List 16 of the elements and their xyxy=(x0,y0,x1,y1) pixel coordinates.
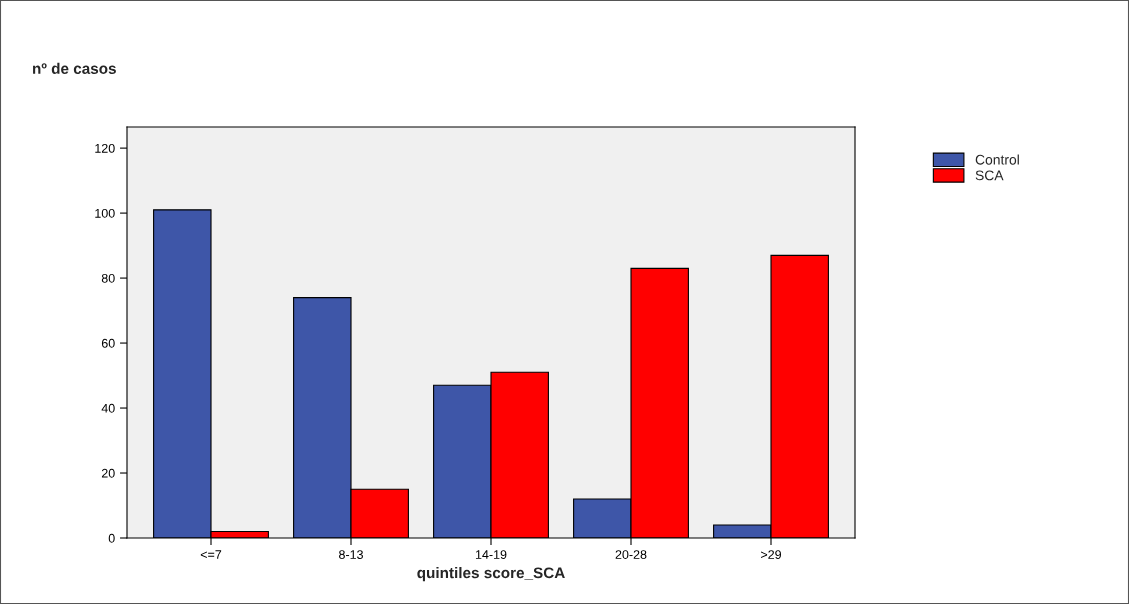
legend-label: Control xyxy=(975,154,1019,165)
x-axis-title: quintiles score_SCA xyxy=(417,567,565,582)
y-tick-label: 0 xyxy=(108,533,115,543)
y-tick-label: 100 xyxy=(95,208,115,218)
y-tick-label: 80 xyxy=(101,273,115,283)
y-tick-label: 120 xyxy=(95,143,115,153)
x-tick-label: 14-19 xyxy=(475,550,507,559)
x-tick-label: <=7 xyxy=(200,550,222,559)
x-tick-label: >29 xyxy=(761,550,782,559)
y-axis-title: nº de casos xyxy=(33,62,116,74)
x-tick-label: 8-13 xyxy=(339,550,363,559)
y-tick-label: 60 xyxy=(101,338,115,348)
x-tick-label: 20-28 xyxy=(615,550,647,559)
y-tick-label: 40 xyxy=(101,403,115,413)
y-tick-label: 20 xyxy=(101,468,115,478)
legend-label: SCA xyxy=(975,170,1004,181)
